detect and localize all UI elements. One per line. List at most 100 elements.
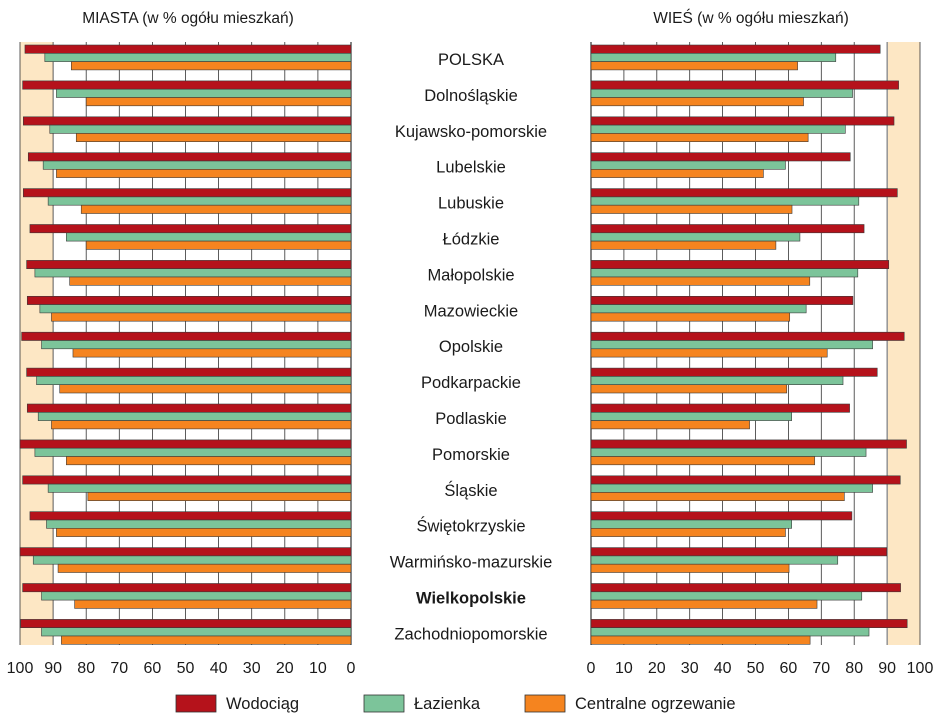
wies-bar-lazienka (590, 160, 786, 170)
wies-bar-lazienka (590, 196, 860, 206)
miasta-bar-wodociag (23, 188, 352, 198)
miasta-bar-wodociag (19, 439, 352, 449)
category-label-polska: POLSKA (438, 51, 504, 69)
miasta-bar-lazienka (46, 519, 352, 529)
legend-item-lazienka: Łazienka (363, 694, 481, 713)
wies-bar-wodociag (590, 619, 908, 629)
wies-bar-wodociag (590, 331, 905, 341)
miasta-tick-label: 70 (110, 660, 128, 677)
wies-bar-wodociag (590, 367, 878, 377)
wies-bar-lazienka (590, 627, 870, 637)
wies-bar-centralne-ogrzewanie (590, 133, 809, 142)
wies-bar-lazienka (590, 124, 846, 134)
miasta-bar-wodociag (24, 44, 352, 54)
category-label-lodzkie: Łódzkie (443, 231, 500, 249)
miasta-panel: 100 90 80 70 60 50 40 30 20 10 0 (7, 42, 356, 677)
wies-x-axis-ticks: 0 10 20 30 40 50 60 70 80 90 100 (587, 660, 934, 677)
miasta-bar-wodociag (29, 224, 352, 234)
wies-bar-wodociag (590, 188, 898, 198)
miasta-bar-centralne-ogrzewanie (59, 384, 352, 394)
wies-bar-lazienka (590, 304, 807, 314)
wies-bar-wodociag (590, 260, 890, 269)
wies-bar-centralne-ogrzewanie (590, 599, 818, 609)
wies-tick-label: 90 (878, 660, 896, 677)
miasta-bar-wodociag (26, 403, 352, 413)
wies-bar-lazienka (590, 52, 837, 62)
legend-label-centralne-ogrzewanie: Centralne ogrzewanie (575, 695, 736, 713)
wies-bar-centralne-ogrzewanie (590, 456, 816, 466)
category-label-opolskie: Opolskie (439, 338, 503, 356)
miasta-bar-centralne-ogrzewanie (75, 133, 352, 142)
category-label-lubuskie: Lubuskie (438, 195, 504, 213)
miasta-bar-centralne-ogrzewanie (61, 635, 352, 645)
category-label-zachodniopomorskie: Zachodniopomorskie (394, 625, 547, 643)
miasta-bar-lazienka (47, 483, 352, 493)
miasta-bar-lazienka (42, 160, 352, 170)
wies-tick-label: 20 (648, 660, 666, 677)
miasta-tick-label: 20 (276, 660, 294, 677)
miasta-tick-label: 100 (7, 660, 34, 677)
wies-tick-label: 40 (714, 660, 732, 677)
wies-bar-lazienka (590, 340, 873, 350)
wies-tick-label: 100 (907, 660, 934, 677)
wies-bar-wodociag (590, 80, 899, 90)
miasta-bar-lazienka (44, 52, 352, 62)
wies-panel-title: WIEŚ (w % ogółu mieszkań) (653, 9, 849, 27)
legend-swatch-wodociag (175, 694, 217, 713)
legend-item-centralne-ogrzewanie: Centralne ogrzewanie (524, 694, 736, 713)
category-label-warminsko-mazurskie: Warmińsko-mazurskie (390, 554, 553, 572)
miasta-bar-centralne-ogrzewanie (85, 97, 352, 107)
category-label-pomorskie: Pomorskie (432, 446, 510, 464)
legend-item-wodociag: Wodociąg (175, 694, 299, 713)
category-label-podlaskie: Podlaskie (435, 410, 507, 428)
wies-bar-wodociag (590, 116, 895, 126)
category-label-dolnoslaskie: Dolnośląskie (424, 87, 518, 105)
wies-panel: 0 10 20 30 40 50 60 70 80 90 100 (587, 42, 934, 677)
wies-bar-wodociag (590, 547, 888, 557)
miasta-bar-centralne-ogrzewanie (51, 312, 352, 322)
miasta-bar-wodociag (22, 80, 352, 90)
wies-bar-centralne-ogrzewanie (590, 97, 804, 107)
wies-tick-label: 70 (812, 660, 830, 677)
category-label-swietokrzyskie: Świętokrzyskie (416, 517, 525, 536)
miasta-bar-centralne-ogrzewanie (71, 61, 352, 71)
wies-bar-wodociag (590, 152, 851, 162)
wies-bar-lazienka (590, 519, 792, 529)
wies-bar-centralne-ogrzewanie (590, 240, 777, 250)
miasta-bar-wodociag (21, 331, 352, 341)
miasta-bar-wodociag (26, 260, 352, 269)
miasta-bar-lazienka (34, 268, 352, 278)
wies-bar-centralne-ogrzewanie (590, 61, 798, 71)
miasta-bar-lazienka (41, 340, 352, 350)
miasta-bar-centralne-ogrzewanie (69, 276, 352, 286)
category-label-lubelskie: Lubelskie (436, 159, 506, 177)
wies-tick-label: 50 (747, 660, 765, 677)
wies-tick-label: 30 (681, 660, 699, 677)
category-label-slaskie: Śląskie (444, 481, 497, 500)
wies-bar-wodociag (590, 295, 854, 305)
miasta-x-axis-ticks: 100 90 80 70 60 50 40 30 20 10 0 (7, 660, 356, 677)
wies-bar-lazienka (590, 555, 839, 565)
wies-bar-wodociag (590, 511, 853, 521)
miasta-tick-label: 90 (44, 660, 62, 677)
miasta-bar-wodociag (26, 367, 352, 377)
wies-tick-label: 80 (845, 660, 863, 677)
wies-bar-centralne-ogrzewanie (590, 420, 750, 430)
miasta-bar-centralne-ogrzewanie (87, 492, 352, 501)
miasta-bar-centralne-ogrzewanie (56, 527, 352, 537)
miasta-bar-wodociag (29, 511, 352, 521)
miasta-bar-lazienka (34, 447, 352, 457)
miasta-tick-label: 30 (243, 660, 261, 677)
miasta-bar-centralne-ogrzewanie (57, 563, 352, 573)
legend-swatch-lazienka (363, 694, 405, 713)
wies-bar-centralne-ogrzewanie (590, 169, 764, 178)
miasta-tick-label: 80 (77, 660, 95, 677)
miasta-bar-lazienka (56, 88, 352, 98)
miasta-bar-lazienka (37, 411, 352, 421)
category-labels: POLSKA Dolnośląskie Kujawsko-pomorskie Lube… (390, 51, 553, 643)
legend-swatch-centralne-ogrzewanie (524, 694, 566, 713)
wies-bar-wodociag (590, 583, 901, 593)
miasta-bar-lazienka (66, 232, 352, 242)
wies-bar-lazienka (590, 447, 867, 457)
wies-bars (590, 44, 908, 645)
